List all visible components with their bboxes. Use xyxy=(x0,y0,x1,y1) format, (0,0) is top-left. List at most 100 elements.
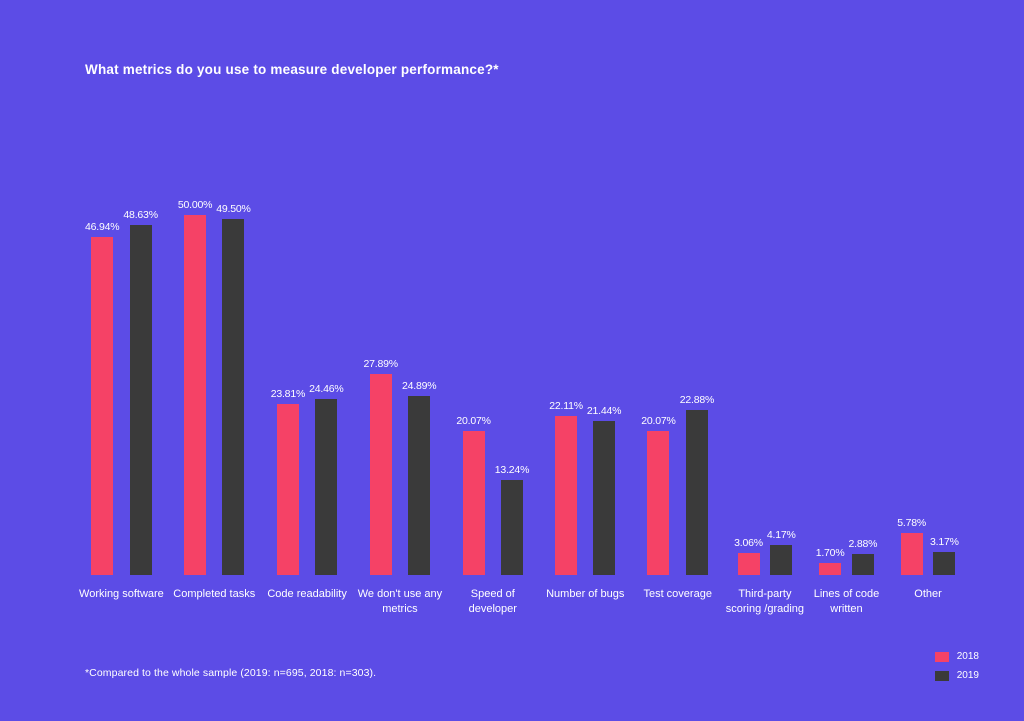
bar xyxy=(222,219,244,575)
bar xyxy=(501,480,523,575)
category-label: Number of bugs xyxy=(540,587,630,602)
bar-pair: 22.11% 21.44% xyxy=(549,195,621,575)
bar xyxy=(593,421,615,575)
bar-value-label: 46.94% xyxy=(85,221,119,233)
bar-value-label: 22.11% xyxy=(549,400,583,412)
category-label: Third-party scoring /grading xyxy=(720,587,810,617)
bar-value-label: 23.81% xyxy=(271,388,305,400)
bar xyxy=(738,553,760,575)
bar-value-label: 50.00% xyxy=(178,199,212,211)
bar-value-label: 48.63% xyxy=(123,209,157,221)
bar-wrap: 3.17% xyxy=(930,195,959,575)
bar-value-label: 5.78% xyxy=(897,517,926,529)
bar-value-label: 3.06% xyxy=(734,537,763,549)
bar xyxy=(901,533,923,575)
bar-wrap: 13.24% xyxy=(495,195,529,575)
bar-group: 5.78%3.17%Other xyxy=(897,195,959,575)
bar xyxy=(555,416,577,575)
bar xyxy=(770,545,792,575)
bar-wrap: 20.07% xyxy=(641,195,675,575)
bar-wrap: 46.94% xyxy=(85,195,119,575)
bar-wrap: 22.11% xyxy=(549,195,583,575)
bar-wrap: 5.78% xyxy=(897,195,926,575)
bar xyxy=(819,563,841,575)
legend: 2018 2019 xyxy=(935,651,979,681)
bar-group: 22.11%21.44%Number of bugs xyxy=(549,195,621,575)
bar-value-label: 2.88% xyxy=(848,538,877,550)
bar-wrap: 2.88% xyxy=(848,195,877,575)
legend-swatch-2019 xyxy=(935,671,949,681)
bar-wrap: 48.63% xyxy=(123,195,157,575)
legend-item-2018: 2018 xyxy=(935,651,979,662)
bar xyxy=(277,404,299,575)
bar xyxy=(852,554,874,575)
bar xyxy=(647,431,669,576)
bar xyxy=(686,410,708,575)
bar-pair: 50.00% 49.50% xyxy=(178,195,251,575)
bar xyxy=(91,237,113,575)
bar-wrap: 24.89% xyxy=(402,195,436,575)
category-label: Completed tasks xyxy=(169,587,259,602)
bar-pair: 5.78% 3.17% xyxy=(897,195,959,575)
category-label: Code readability xyxy=(262,587,352,602)
bar-value-label: 49.50% xyxy=(216,203,250,215)
bar-value-label: 4.17% xyxy=(767,529,796,541)
bar xyxy=(315,399,337,575)
bar-pair: 23.81% 24.46% xyxy=(271,195,344,575)
bar xyxy=(184,215,206,575)
bar-chart: 46.94%48.63%Working software50.00%49.50%… xyxy=(85,195,940,575)
bar-pair: 3.06% 4.17% xyxy=(734,195,796,575)
bar-group: 46.94%48.63%Working software xyxy=(85,195,158,575)
bar-pair: 1.70%2.88% xyxy=(816,195,878,575)
bar-value-label: 24.89% xyxy=(402,380,436,392)
bar-wrap: 24.46% xyxy=(309,195,343,575)
bar-wrap: 49.50% xyxy=(216,195,250,575)
bar-group: 1.70%2.88%Lines of code written xyxy=(816,195,878,575)
bar-wrap: 21.44% xyxy=(587,195,621,575)
category-label: Working software xyxy=(76,587,166,602)
bar-wrap: 20.07% xyxy=(456,195,490,575)
bar-pair: 20.07% 22.88% xyxy=(641,195,714,575)
bar xyxy=(463,431,485,576)
bar-value-label: 20.07% xyxy=(456,415,490,427)
bar-wrap: 27.89% xyxy=(364,195,398,575)
bar-value-label: 27.89% xyxy=(364,358,398,370)
bar-value-label: 22.88% xyxy=(680,394,714,406)
chart-title: What metrics do you use to measure devel… xyxy=(85,62,499,77)
category-label: Lines of code written xyxy=(801,587,891,617)
category-label: Speed of developer xyxy=(448,587,538,617)
bar-value-label: 24.46% xyxy=(309,383,343,395)
legend-swatch-2018 xyxy=(935,652,949,662)
bar-pair: 46.94% 48.63% xyxy=(85,195,158,575)
legend-label-2018: 2018 xyxy=(957,651,979,662)
bar-wrap: 3.06% xyxy=(734,195,763,575)
bar-wrap: 23.81% xyxy=(271,195,305,575)
bar-group: 20.07%13.24%Speed of developer xyxy=(456,195,529,575)
category-label: Other xyxy=(883,587,973,602)
bar xyxy=(130,225,152,575)
bar xyxy=(408,396,430,575)
category-label: Test coverage xyxy=(633,587,723,602)
bar xyxy=(933,552,955,575)
bar-wrap: 22.88% xyxy=(680,195,714,575)
legend-label-2019: 2019 xyxy=(957,670,979,681)
bar-value-label: 13.24% xyxy=(495,464,529,476)
bar-wrap: 1.70% xyxy=(816,195,845,575)
bar-wrap: 4.17% xyxy=(767,195,796,575)
category-label: We don't use any metrics xyxy=(355,587,445,617)
bar-value-label: 21.44% xyxy=(587,405,621,417)
bar-group: 23.81%24.46%Code readability xyxy=(271,195,344,575)
bar-group: 50.00%49.50%Completed tasks xyxy=(178,195,251,575)
chart-baseline xyxy=(85,575,940,576)
bar-pair: 20.07% 13.24% xyxy=(456,195,529,575)
bar-value-label: 20.07% xyxy=(641,415,675,427)
bar-pair: 27.89% 24.89% xyxy=(364,195,437,575)
bar-value-label: 1.70% xyxy=(816,547,845,559)
legend-item-2019: 2019 xyxy=(935,670,979,681)
bar-value-label: 3.17% xyxy=(930,536,959,548)
chart-footnote: *Compared to the whole sample (2019: n=6… xyxy=(85,667,376,679)
bar-group: 27.89%24.89%We don't use any metrics xyxy=(364,195,437,575)
bar-group: 20.07%22.88%Test coverage xyxy=(641,195,714,575)
bar xyxy=(370,374,392,575)
bar-wrap: 50.00% xyxy=(178,195,212,575)
